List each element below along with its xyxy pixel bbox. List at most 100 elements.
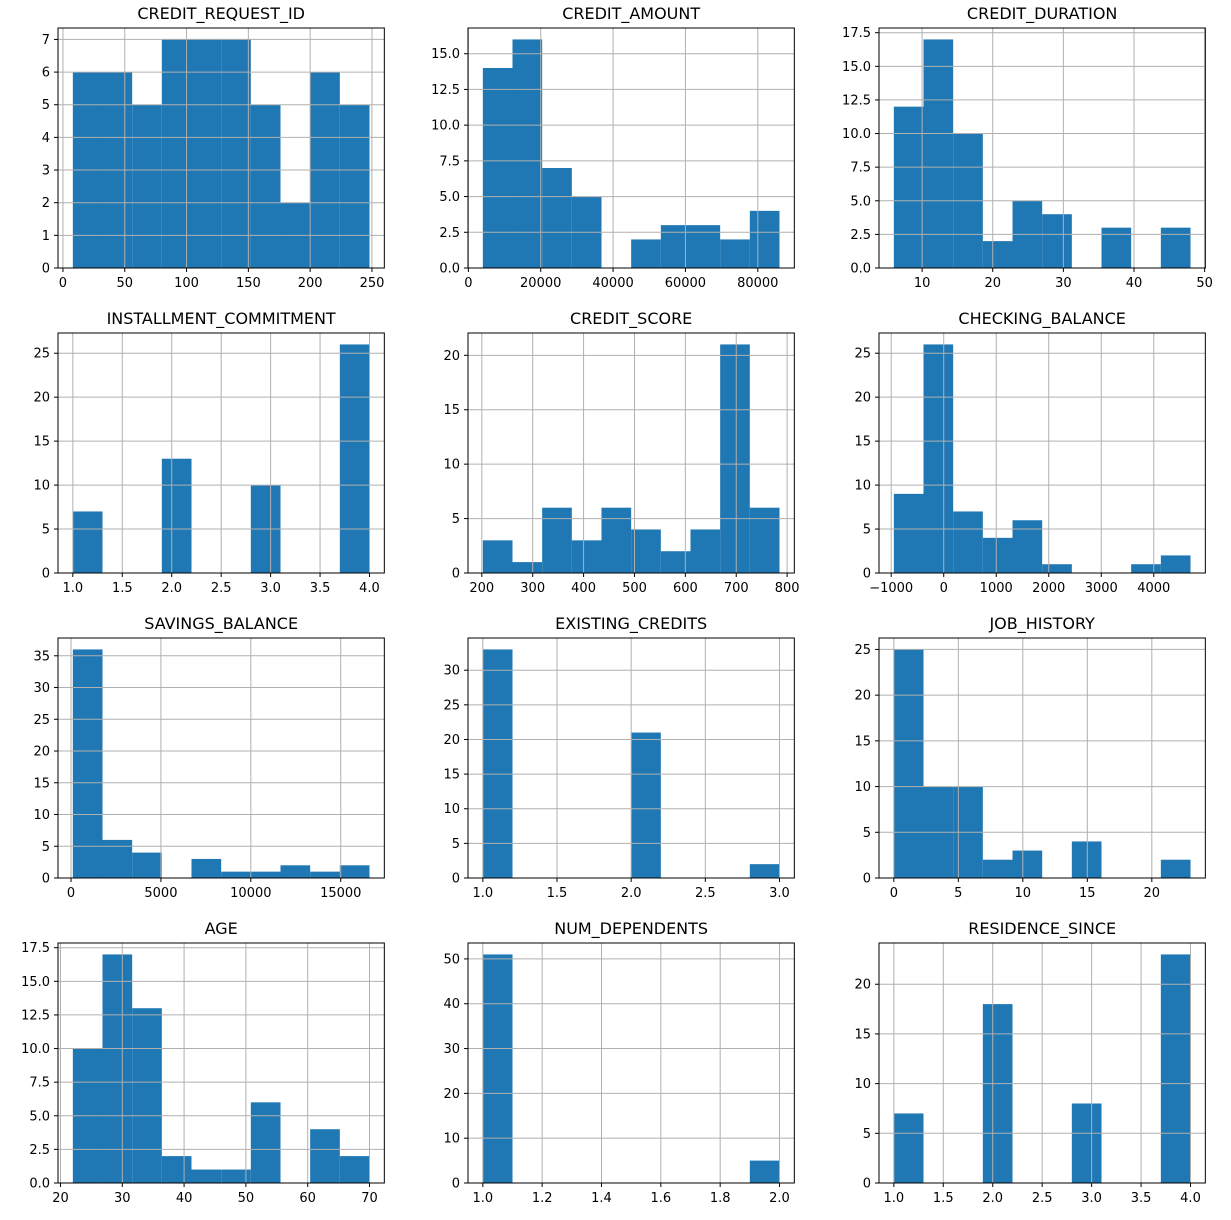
x-tick-label: 0	[939, 581, 947, 596]
histogram-bar	[191, 1169, 222, 1183]
y-tick-label: 0	[862, 1177, 870, 1192]
axes-spines	[467, 27, 796, 269]
chart-title: INSTALLMENT_COMMITMENT	[107, 309, 336, 329]
y-tick-label: 0.0	[440, 261, 461, 276]
chart-cell-job-history: 0 5 10 15 20 0 5 10 15 20 25 JOB_HISTORY	[821, 610, 1231, 915]
y-tick-label: 10.0	[21, 1042, 50, 1057]
x-tick-label: 2.5	[695, 886, 716, 901]
histogram-savings-balance: 0 5000 10000 15000 0 5 10 15 20 25 30 35 SAVINGS_BAL…	[33, 614, 385, 901]
x-tick-label: 1.5	[547, 886, 568, 901]
x-tick-label: 1.0	[473, 1191, 494, 1206]
x-tick-label: 1.0	[883, 1191, 904, 1206]
histogram-bar	[339, 1156, 370, 1183]
y-tick-label: 10	[854, 1077, 871, 1092]
y-tick-label: 2.5	[850, 228, 871, 243]
y-tick-label: 4	[42, 131, 50, 146]
chart-title: CREDIT_DURATION	[967, 4, 1117, 24]
y-tick-label: 30	[33, 681, 50, 696]
x-tick-label: 250	[360, 276, 385, 291]
y-tick-label: 2	[42, 196, 50, 211]
histogram-bar	[339, 104, 370, 268]
y-tick-label: 0.0	[850, 262, 871, 277]
y-tick-label: 2.5	[440, 226, 461, 241]
x-tick-label: 2.0	[769, 1191, 790, 1206]
histogram-bar	[661, 551, 691, 573]
histogram-bar	[893, 649, 924, 878]
y-tick-label: 40	[444, 997, 461, 1012]
histogram-credit-duration: 10 20 30 40 50 0.0 2.5 5.0 7.5 10.0 12.5 15.0 17.5 CR…	[842, 4, 1213, 291]
histogram-bar	[483, 954, 513, 1183]
histogram-bar	[542, 507, 573, 573]
histogram-bar	[250, 871, 281, 878]
y-tick-label: 12.5	[431, 83, 460, 98]
histogram-existing-credits: 1.0 1.5 2.0 2.5 3.0 0 5 10 15 20 25 30 EXISTING_CRED…	[444, 614, 796, 901]
y-tick-label: 10	[33, 479, 50, 494]
x-tick-label: 70	[361, 1191, 378, 1206]
y-tick-label: 5	[862, 1127, 870, 1142]
x-tick-label: 2.0	[982, 1191, 1003, 1206]
y-tick-label: 12.5	[21, 1008, 50, 1023]
x-tick-label: 20	[984, 276, 1001, 291]
histogram-job-history: 0 5 10 15 20 0 5 10 15 20 25 JOB_HISTORY	[854, 614, 1206, 901]
x-tick-label: 2.0	[621, 886, 642, 901]
x-tick-label: 3000	[1084, 581, 1117, 596]
y-tick-label: 0	[42, 261, 50, 276]
x-tick-label: 1.6	[651, 1191, 672, 1206]
histogram-bar	[750, 1160, 780, 1183]
histogram-bar	[982, 537, 1013, 573]
histogram-bar	[982, 241, 1013, 268]
histogram-bar	[191, 39, 222, 268]
y-tick-label: 15	[33, 776, 50, 791]
histogram-bar	[483, 68, 513, 268]
y-tick-label: 7.5	[29, 1076, 50, 1091]
histogram-bar	[512, 562, 543, 573]
x-tick-label: 10000	[230, 886, 271, 901]
chart-cell-credit-request-id: 0 50 100 150 200 250 0 1 2 3 4 5 6 7 CREDIT_REQUEST_ID	[0, 0, 410, 305]
x-tick-label: 1.5	[112, 581, 133, 596]
axes-spines	[467, 942, 796, 1184]
x-tick-label: 3.0	[769, 886, 790, 901]
x-tick-label: 50	[116, 276, 133, 291]
histogram-bar	[1101, 227, 1131, 268]
histogram-bar	[102, 839, 133, 878]
x-tick-label: 3.5	[310, 581, 331, 596]
x-tick-label: 4000	[1137, 581, 1170, 596]
histogram-bar	[690, 529, 721, 573]
y-tick-label: 15	[854, 435, 871, 450]
histogram-bar	[132, 104, 162, 268]
y-tick-label: 17.5	[21, 941, 50, 956]
histogram-bar	[750, 507, 780, 573]
x-tick-label: 20	[1143, 886, 1160, 901]
histogram-bar	[191, 858, 222, 878]
histogram-bar	[1160, 859, 1191, 878]
chart-title: AGE	[205, 919, 238, 938]
y-tick-label: 5	[452, 512, 460, 527]
histogram-bar	[483, 649, 513, 878]
y-tick-label: 35	[33, 649, 50, 664]
x-tick-label: 1.2	[532, 1191, 553, 1206]
chart-title: CHECKING_BALANCE	[958, 309, 1125, 329]
y-tick-label: 25	[854, 643, 871, 658]
y-tick-label: 5.0	[29, 1109, 50, 1124]
chart-cell-num-dependents: 1.0 1.2 1.4 1.6 1.8 2.0 0 10 20 30 40 50 NUM_DEPENDE…	[410, 915, 820, 1220]
x-tick-label: 10	[913, 276, 930, 291]
x-tick-label: 0	[59, 276, 67, 291]
histogram-bar	[1012, 520, 1042, 573]
histogram-bar	[250, 104, 281, 268]
histogram-bar	[1071, 1103, 1102, 1183]
histogram-age: 20 30 40 50 60 70 0.0 2.5 5.0 7.5 10.0 12.5 15.0 17.5…	[21, 919, 385, 1206]
histogram-bar	[161, 458, 192, 573]
y-tick-label: 10	[444, 458, 461, 473]
histogram-bar	[893, 1113, 924, 1183]
x-tick-label: 1.4	[591, 1191, 612, 1206]
x-tick-label: 30	[114, 1191, 131, 1206]
chart-cell-credit-score: 200 300 400 500 600 700 800 0 5 10 15 20 CREDIT_SCOR…	[410, 305, 820, 610]
x-tick-label: 1.0	[63, 581, 84, 596]
x-tick-label: 2000	[1032, 581, 1065, 596]
chart-title: NUM_DEPENDENTS	[555, 919, 709, 939]
y-tick-label: 10	[854, 479, 871, 494]
x-tick-label: 200	[298, 276, 323, 291]
histogram-bar	[893, 493, 924, 573]
histogram-credit-score: 200 300 400 500 600 700 800 0 5 10 15 20 CREDIT_SCOR…	[444, 309, 800, 596]
histogram-bar	[952, 511, 983, 573]
